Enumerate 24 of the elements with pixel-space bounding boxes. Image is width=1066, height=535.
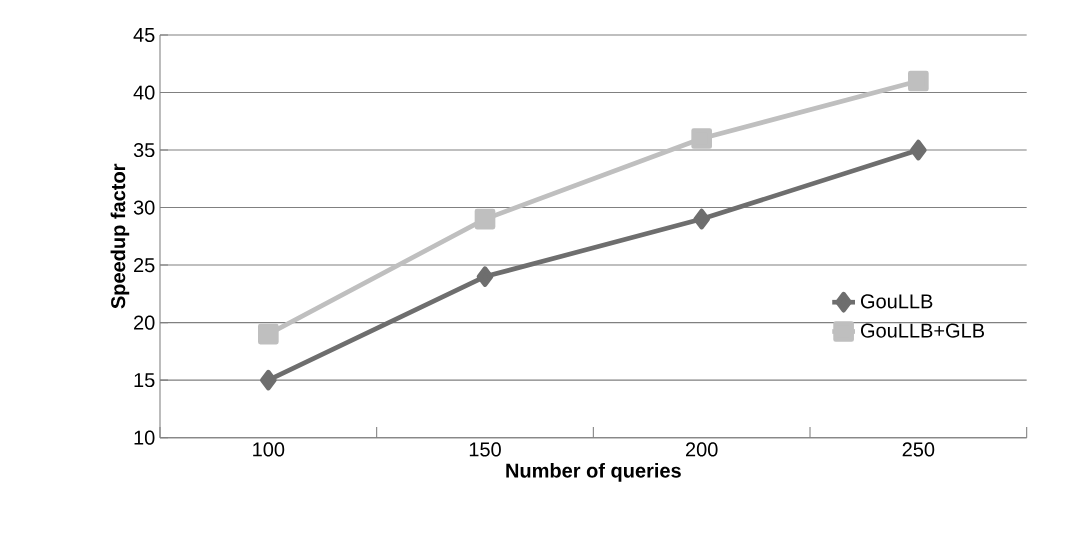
y-axis-title: Speedup factor <box>110 163 130 309</box>
point <box>476 266 494 287</box>
point <box>693 208 711 230</box>
y-tick-label: 45 <box>133 28 155 42</box>
y-tick-label: 15 <box>134 373 155 388</box>
y-tick-label: 25 <box>134 258 155 273</box>
point <box>474 208 496 230</box>
point <box>908 70 929 92</box>
x-axis-title: Number of queries <box>506 463 681 482</box>
legend-label: GouLLB+GLB <box>861 323 985 338</box>
x-tick-label: 100 <box>253 442 285 457</box>
x-tick-label: 250 <box>902 442 935 457</box>
point <box>260 369 277 391</box>
x-tick-label: 200 <box>686 442 718 457</box>
y-tick-label: 20 <box>134 315 155 330</box>
point <box>691 128 713 149</box>
x-tick-label: 150 <box>469 442 501 457</box>
y-tick-label: 40 <box>133 85 155 100</box>
y-tick-label: 10 <box>134 430 155 445</box>
y-tick-label: 30 <box>133 200 155 215</box>
legend-label: GouLLB <box>861 294 933 309</box>
y-tick-label: 35 <box>133 142 155 158</box>
point <box>910 139 927 161</box>
point <box>258 323 279 345</box>
